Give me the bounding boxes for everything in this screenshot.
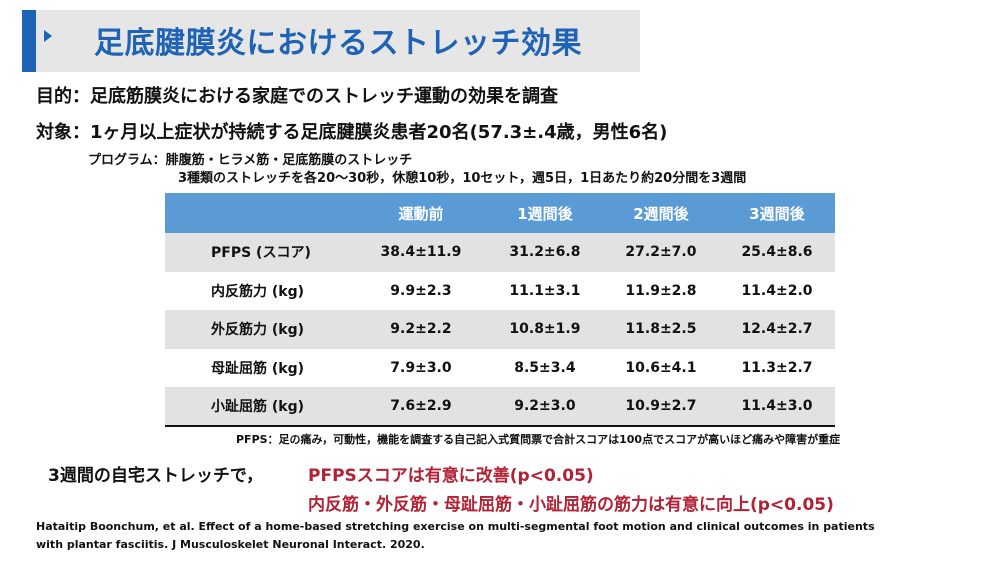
table-cell: 9.9±2.3 (355, 271, 487, 311)
table-cell: 12.4±2.7 (718, 310, 835, 349)
subject-text: 対象：1ヶ月以上症状が持続する足底腱膜炎患者20名(57.3±.4歳，男性6名) (36, 122, 668, 143)
conclusion-strength: 内反筋・外反筋・母趾屈筋・小趾屈筋の筋力は有意に向上(p<0.05) (308, 495, 834, 515)
table-header-row: 運動前 1週間後 2週間後 3週間後 (165, 193, 835, 233)
citation-line-2: with plantar fasciitis. J Musculoskelet … (36, 538, 425, 551)
table-header-week2: 2週間後 (602, 193, 719, 233)
row-label: 母趾屈筋 (kg) (165, 348, 355, 388)
table-cell: 27.2±7.0 (602, 233, 719, 272)
table-cell: 10.6±4.1 (602, 348, 719, 388)
table-header-week1: 1週間後 (486, 193, 603, 233)
table-footnote: PFPS：足の痛み，可動性，機能を調査する自己記入式質問票で合計スコアは100点… (236, 433, 841, 446)
row-label: 内反筋力 (kg) (165, 271, 355, 311)
table-cell: 9.2±3.0 (486, 387, 603, 427)
table-row: 母趾屈筋 (kg) 7.9±3.0 8.5±3.4 10.6±4.1 11.3±… (165, 348, 835, 388)
table-cell: 9.2±2.2 (355, 310, 487, 349)
slide-title: 足底腱膜炎におけるストレッチ効果 (94, 26, 582, 61)
citation-line-1: Hataitip Boonchum, et al. Effect of a ho… (36, 520, 875, 533)
table-header-week3: 3週間後 (718, 193, 835, 233)
table-row: 小趾屈筋 (kg) 7.6±2.9 9.2±3.0 10.9±2.7 11.4±… (165, 387, 835, 427)
row-label: 外反筋力 (kg) (165, 310, 355, 349)
table-row: PFPS (スコア) 38.4±11.9 31.2±6.8 27.2±7.0 2… (165, 233, 835, 272)
table-cell: 11.9±2.8 (602, 271, 719, 311)
table-header-blank (165, 193, 355, 233)
table-cell: 10.9±2.7 (602, 387, 719, 427)
row-label: PFPS (スコア) (165, 233, 355, 272)
program-line-1: プログラム：腓腹筋・ヒラメ筋・足底筋膜のストレッチ (88, 153, 413, 168)
table-cell: 7.6±2.9 (355, 387, 487, 427)
table-row: 内反筋力 (kg) 9.9±2.3 11.1±3.1 11.9±2.8 11.4… (165, 271, 835, 311)
table-cell: 7.9±3.0 (355, 348, 487, 388)
conclusion-lead: 3週間の自宅ストレッチで， (48, 466, 264, 486)
program-line-2: 3種類のストレッチを各20〜30秒，休憩10秒，10セット，週5日，1日あたり約… (178, 171, 747, 186)
table-cell: 31.2±6.8 (486, 233, 603, 272)
table-cell: 11.8±2.5 (602, 310, 719, 349)
table-cell: 11.1±3.1 (486, 271, 603, 311)
table-cell: 11.4±3.0 (718, 387, 835, 427)
table-row: 外反筋力 (kg) 9.2±2.2 10.8±1.9 11.8±2.5 12.4… (165, 310, 835, 349)
table-cell: 8.5±3.4 (486, 348, 603, 388)
table-cell: 11.3±2.7 (718, 348, 835, 388)
purpose-text: 目的：足底筋膜炎における家庭でのストレッチ運動の効果を調査 (36, 86, 558, 107)
table-cell: 38.4±11.9 (355, 233, 487, 272)
citation: Hataitip Boonchum, et al. Effect of a ho… (36, 518, 875, 554)
table-cell: 11.4±2.0 (718, 271, 835, 311)
table-cell: 25.4±8.6 (718, 233, 835, 272)
play-arrow-icon (44, 30, 52, 42)
title-bar (22, 10, 640, 72)
row-label: 小趾屈筋 (kg) (165, 387, 355, 427)
results-table: 運動前 1週間後 2週間後 3週間後 PFPS (スコア) 38.4±11.9 … (165, 193, 835, 427)
conclusion-pfps: PFPSスコアは有意に改善(p<0.05) (308, 466, 594, 486)
table-header-pre: 運動前 (355, 193, 487, 233)
table-cell: 10.8±1.9 (486, 310, 603, 349)
